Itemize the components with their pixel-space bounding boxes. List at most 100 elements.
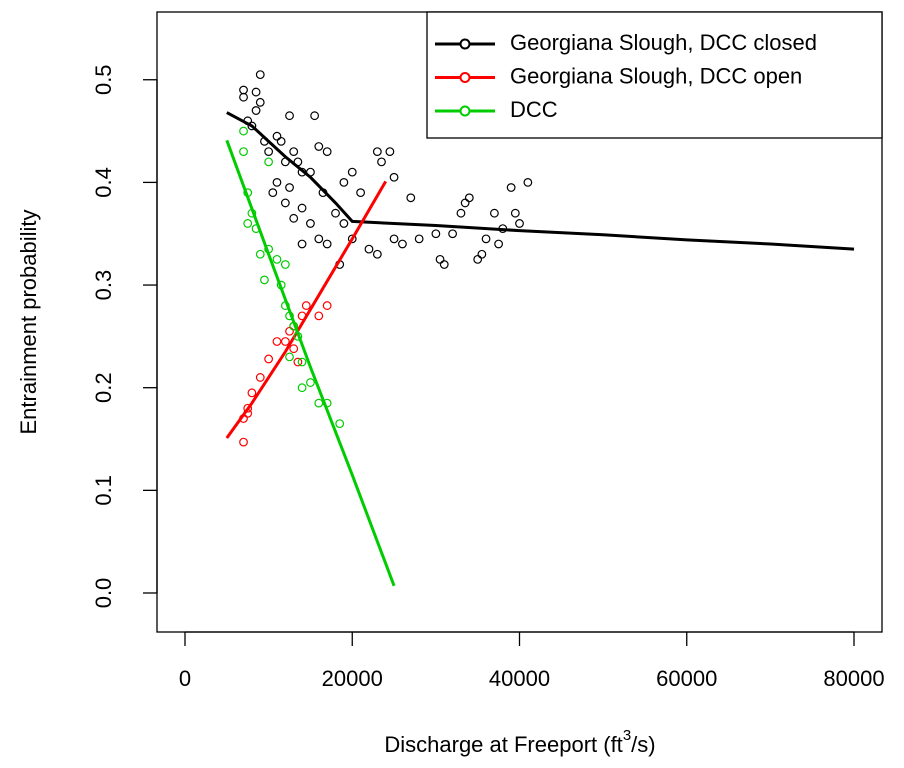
data-point (335, 419, 345, 429)
y-tick-label: 0.2 (91, 372, 116, 403)
data-point (243, 403, 253, 413)
data-point (280, 198, 290, 208)
data-point (260, 275, 269, 285)
data-point (243, 219, 253, 228)
data-point (264, 157, 274, 167)
legend-marker (459, 105, 471, 117)
y-tick-label: 0.1 (91, 475, 116, 506)
data-point (490, 208, 499, 218)
data-point (515, 219, 524, 228)
data-point (272, 177, 282, 187)
data-point (264, 354, 274, 364)
data-point (280, 337, 290, 346)
data-point (339, 219, 349, 228)
data-point (285, 326, 294, 336)
data-point (297, 383, 307, 393)
legend-marker (459, 72, 471, 83)
data-point (356, 188, 366, 198)
y-tick-label: 0.5 (91, 64, 116, 95)
data-point (389, 234, 399, 244)
legend-marker (459, 38, 471, 50)
data-point (289, 344, 299, 354)
data-point (297, 239, 307, 249)
data-point (322, 239, 332, 249)
data-point (510, 208, 520, 218)
x-tick-label: 80000 (823, 666, 884, 691)
data-point (255, 373, 265, 382)
data-point (347, 234, 357, 244)
data-point (272, 337, 282, 346)
data-point (523, 177, 533, 187)
data-point (297, 357, 307, 367)
data-point (314, 311, 324, 321)
data-point (268, 188, 278, 198)
data-point (506, 183, 516, 192)
fit-line (225, 139, 396, 587)
data-point (285, 183, 294, 192)
data-point (339, 177, 349, 187)
data-point (322, 147, 332, 157)
data-point (406, 193, 416, 203)
x-tick-label: 40000 (489, 666, 550, 691)
data-point (314, 142, 324, 151)
data-point (314, 398, 324, 408)
fit-line (225, 180, 387, 439)
x-label-text: Discharge at Freeport (ft (384, 732, 622, 757)
data-point (322, 301, 332, 310)
data-point (301, 301, 311, 310)
data-point (289, 147, 299, 157)
data-point (251, 87, 261, 97)
data-point (372, 147, 382, 157)
data-point (255, 70, 265, 80)
data-point (239, 85, 248, 95)
x-axis-label: Discharge at Freeport (ft3/s) (384, 727, 655, 757)
data-point (314, 234, 324, 244)
x-tick-label: 20000 (322, 666, 383, 691)
data-point (293, 357, 303, 367)
data-point (464, 193, 474, 203)
data-point (477, 249, 487, 259)
x-label-superscript: 3 (623, 727, 631, 744)
data-point (306, 219, 315, 228)
data-point (377, 157, 386, 167)
data-point (251, 106, 261, 115)
data-point (414, 234, 424, 244)
data-point (239, 92, 248, 102)
data-point (264, 147, 274, 157)
data-point (372, 249, 382, 259)
legend-label: Georgiana Slough, DCC closed (510, 30, 817, 55)
data-point (276, 136, 286, 146)
data-point (331, 208, 340, 218)
x-tick-label: 0 (179, 666, 191, 691)
fit-line (226, 111, 855, 251)
x-label-suffix: /s) (631, 732, 655, 757)
data-point (239, 437, 248, 447)
data-point (306, 378, 315, 387)
data-point (255, 97, 265, 107)
legend-label: Georgiana Slough, DCC open (510, 63, 802, 88)
data-point (389, 172, 399, 182)
y-tick-label: 0.4 (91, 167, 116, 198)
data-point (239, 147, 248, 157)
data-point (280, 260, 290, 269)
data-point (310, 111, 320, 121)
data-point (456, 208, 466, 218)
data-point (385, 147, 395, 157)
data-point (272, 254, 282, 264)
data-point (289, 213, 299, 223)
data-point (494, 239, 503, 249)
data-point (347, 167, 357, 177)
data-point (297, 203, 307, 213)
data-point (398, 239, 407, 249)
y-axis-label: Entrainment probability (16, 209, 41, 434)
data-point (285, 111, 294, 121)
x-tick-label: 60000 (656, 666, 717, 691)
data-point (364, 244, 374, 254)
data-point (448, 229, 457, 239)
legend-box (426, 11, 883, 139)
data-point (481, 234, 491, 244)
data-point (439, 260, 449, 269)
data-point (272, 131, 282, 141)
data-point (247, 388, 257, 398)
